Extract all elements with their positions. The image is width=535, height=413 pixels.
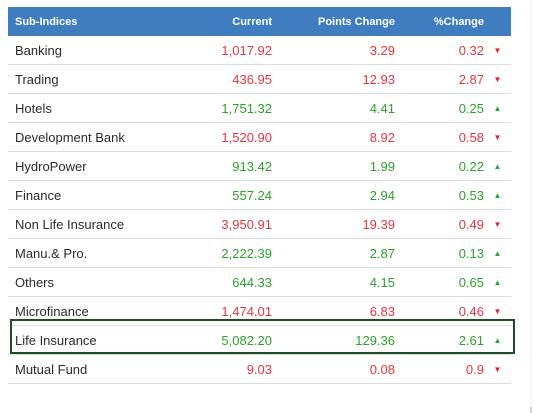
percent-change-value: 0.22 [404,151,484,181]
current-value: 9.03 [158,354,278,384]
current-value: 1,751.32 [158,93,278,123]
caret-up-icon: ▲ [493,335,502,345]
percent-change-value: 0.46 [404,296,484,326]
table-row[interactable]: Manu.& Pro. 2,222.39 2.87 0.13 ▲ [8,238,511,268]
sub-index-name: Mutual Fund [8,354,158,384]
sub-indices-table: Sub-Indices Current Points Change %Chang… [8,7,511,384]
table-row[interactable]: Hotels 1,751.32 4.41 0.25 ▲ [8,93,511,123]
sub-index-name: Trading [8,64,158,94]
scrollbar-thumb[interactable] [530,407,532,413]
points-change-value: 6.83 [278,296,404,326]
points-change-value: 129.36 [278,325,404,355]
current-value: 1,017.92 [158,36,278,65]
current-value: 436.95 [158,64,278,94]
scrollbar-track[interactable] [530,0,532,413]
caret-down-icon: ▼ [493,74,502,84]
table-row[interactable]: Finance 557.24 2.94 0.53 ▲ [8,180,511,210]
caret-up-icon: ▲ [493,190,502,200]
table-row[interactable]: Life Insurance 5,082.20 129.36 2.61 ▲ [8,325,511,355]
sub-index-name: Finance [8,180,158,210]
points-change-value: 12.93 [278,64,404,94]
header-trend [484,7,511,36]
sub-index-name: Hotels [8,93,158,123]
sub-index-name: Manu.& Pro. [8,238,158,268]
current-value: 3,950.91 [158,209,278,239]
points-change-value: 1.99 [278,151,404,181]
caret-up-icon: ▲ [493,248,502,258]
caret-down-icon: ▼ [493,132,502,142]
points-change-value: 8.92 [278,122,404,152]
percent-change-value: 2.61 [404,325,484,355]
percent-change-value: 0.53 [404,180,484,210]
table-row[interactable]: Non Life Insurance 3,950.91 19.39 0.49 ▼ [8,209,511,239]
percent-change-value: 0.58 [404,122,484,152]
sub-indices-table-wrapper: Sub-Indices Current Points Change %Chang… [8,7,511,384]
table-header-row: Sub-Indices Current Points Change %Chang… [8,7,511,36]
points-change-value: 19.39 [278,209,404,239]
current-value: 5,082.20 [158,325,278,355]
current-value: 557.24 [158,180,278,210]
sub-index-name: Development Bank [8,122,158,152]
points-change-value: 4.41 [278,93,404,123]
current-value: 644.33 [158,267,278,297]
table-row[interactable]: Banking 1,017.92 3.29 0.32 ▼ [8,36,511,65]
percent-change-value: 0.32 [404,36,484,65]
percent-change-value: 0.9 [404,354,484,384]
points-change-value: 4.15 [278,267,404,297]
caret-up-icon: ▲ [493,103,502,113]
current-value: 2,222.39 [158,238,278,268]
points-change-value: 2.87 [278,238,404,268]
percent-change-value: 0.13 [404,238,484,268]
caret-down-icon: ▼ [493,45,502,55]
caret-up-icon: ▲ [493,277,502,287]
percent-change-value: 2.87 [404,64,484,94]
header-current[interactable]: Current [158,7,278,36]
sub-index-name: Banking [8,36,158,65]
caret-down-icon: ▼ [493,364,502,374]
sub-index-name: HydroPower [8,151,158,181]
points-change-value: 2.94 [278,180,404,210]
table-row[interactable]: Microfinance 1,474.01 6.83 0.46 ▼ [8,296,511,326]
table-row[interactable]: HydroPower 913.42 1.99 0.22 ▲ [8,151,511,181]
percent-change-value: 0.65 [404,267,484,297]
sub-index-name: Life Insurance [8,325,158,355]
current-value: 913.42 [158,151,278,181]
table-row[interactable]: Development Bank 1,520.90 8.92 0.58 ▼ [8,122,511,152]
table-row[interactable]: Mutual Fund 9.03 0.08 0.9 ▼ [8,354,511,384]
caret-down-icon: ▼ [493,219,502,229]
table-row[interactable]: Trading 436.95 12.93 2.87 ▼ [8,64,511,94]
sub-index-name: Microfinance [8,296,158,326]
percent-change-value: 0.25 [404,93,484,123]
header-percent-change[interactable]: %Change [404,7,484,36]
caret-up-icon: ▲ [493,161,502,171]
sub-index-name: Others [8,267,158,297]
current-value: 1,474.01 [158,296,278,326]
sub-index-name: Non Life Insurance [8,209,158,239]
table-row[interactable]: Others 644.33 4.15 0.65 ▲ [8,267,511,297]
points-change-value: 0.08 [278,354,404,384]
points-change-value: 3.29 [278,36,404,65]
header-points-change[interactable]: Points Change [278,7,404,36]
caret-down-icon: ▼ [493,306,502,316]
current-value: 1,520.90 [158,122,278,152]
header-sub-indices[interactable]: Sub-Indices [8,7,158,36]
percent-change-value: 0.49 [404,209,484,239]
